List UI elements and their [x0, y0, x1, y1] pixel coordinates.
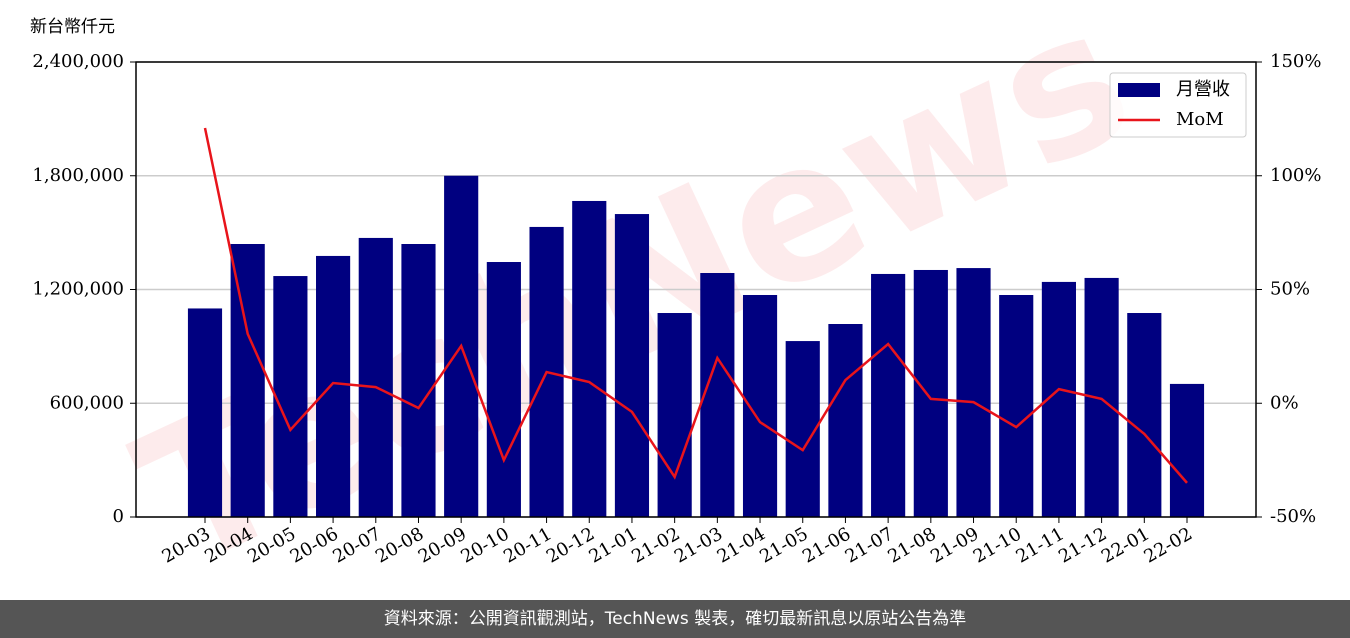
x-tick-label: 21-12 [1055, 523, 1110, 567]
x-tick-label: 20-08 [372, 523, 427, 567]
y-axis-label: 新台幣仟元 [30, 17, 115, 37]
y-tick-label: 1,800,000 [32, 165, 124, 186]
y2-tick-label: -50% [1270, 506, 1316, 527]
bar [913, 269, 948, 517]
x-tick-label: 21-04 [714, 523, 769, 567]
bar [614, 214, 650, 517]
x-tick-label: 21-06 [799, 523, 854, 567]
chart: 新台幣仟元 TechNews 0600,0001,200,0001,800,00… [30, 0, 1321, 612]
bar [1127, 313, 1162, 517]
x-tick-label: 21-10 [970, 523, 1025, 567]
legend-swatch [1118, 83, 1160, 97]
x-tick-label: 21-07 [842, 523, 897, 567]
y2-tick-label: 0% [1270, 392, 1299, 413]
plot-frame [135, 61, 1257, 518]
bar [1169, 383, 1205, 517]
x-tick-label: 21-05 [756, 523, 811, 567]
x-tick-label: 20-09 [415, 523, 470, 567]
x-tick-label: 21-09 [927, 523, 982, 567]
bar [999, 294, 1034, 517]
y-tick-label: 1,200,000 [32, 279, 124, 300]
y-tick-label: 600,000 [50, 392, 124, 413]
y-tick-label: 0 [113, 506, 124, 527]
x-tick-label: 21-01 [586, 523, 641, 567]
bar [316, 255, 351, 517]
bar [230, 244, 265, 517]
footer: 資料來源：公開資訊觀測站，TechNews 製表，確切最新訊息以原站公告為準 [0, 600, 1350, 638]
legend-label: MoM [1176, 109, 1224, 130]
x-tick-label: 21-08 [884, 523, 939, 567]
y2-tick-label: 150% [1270, 51, 1321, 72]
line [203, 127, 1188, 484]
x-tick-label: 20-12 [543, 523, 598, 567]
x-tick-label: 21-11 [1012, 523, 1067, 567]
y2-tick-label: 100% [1270, 165, 1321, 186]
bar [273, 276, 308, 517]
y-tick-label: 2,400,000 [32, 51, 124, 72]
legend-label: 月營收 [1176, 79, 1230, 100]
bar [700, 273, 735, 517]
bar [572, 200, 607, 517]
x-tick-label: 22-02 [1141, 523, 1196, 567]
x-tick-label: 22-01 [1098, 523, 1153, 567]
bar [828, 324, 863, 517]
x-tick-label: 20-10 [457, 523, 512, 567]
bar [187, 308, 223, 517]
x-tick-label: 20-11 [500, 523, 555, 567]
bar [358, 237, 393, 517]
x-tick-label: 21-02 [628, 523, 683, 567]
bar [657, 313, 692, 517]
x-tick-label: 21-03 [671, 523, 726, 567]
bar [871, 273, 906, 517]
bar [956, 268, 991, 517]
bar [486, 262, 521, 517]
bar [401, 244, 436, 517]
y2-tick-label: 50% [1270, 279, 1310, 300]
